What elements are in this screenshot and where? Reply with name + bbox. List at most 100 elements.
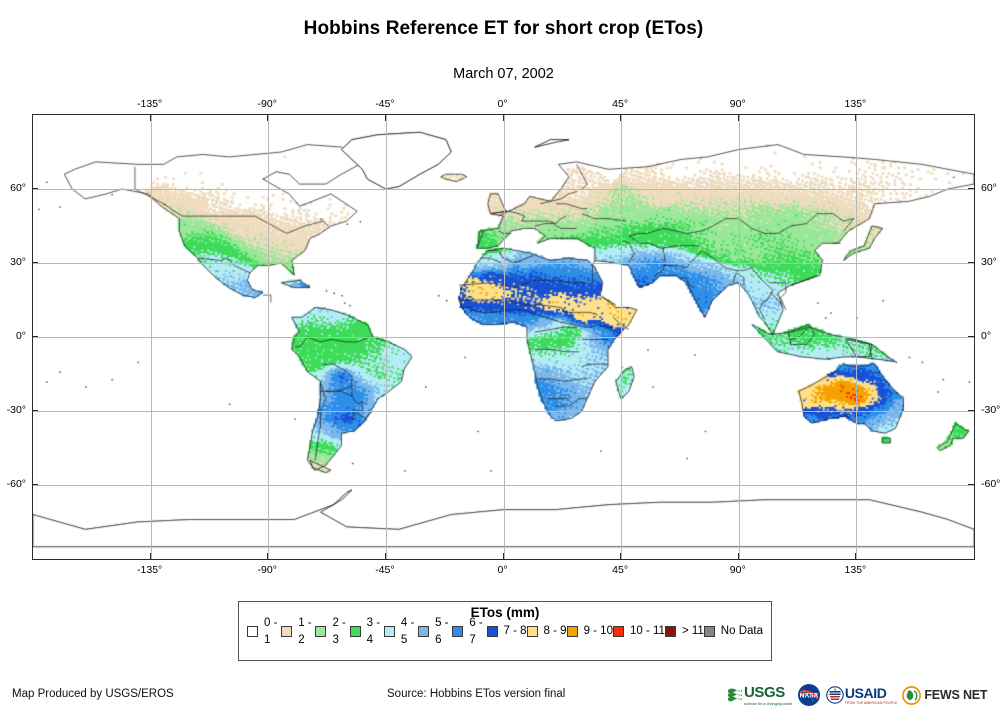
logo-bar: USGS science for a changing world NASA U… [727, 682, 988, 708]
lon-tick-top [855, 115, 857, 121]
lat-tick-left [32, 336, 38, 337]
legend-title: ETos (mm) [470, 605, 540, 620]
legend-swatch [486, 626, 498, 637]
legend-items: 0 - 1 1 - 2 2 - 3 3 - 4 4 - 5 5 - 6 6 - 7 7 - 8… [239, 617, 771, 646]
lat-label-left: 60° [10, 182, 26, 194]
legend-panel: ETos (mm) 0 - 1 1 - 2 2 - 3 3 - 4 4 - 5 5 - 6… [238, 601, 772, 661]
legend-label: 3 - 4 [366, 616, 381, 646]
legend-swatch [526, 626, 538, 637]
legend-swatch [349, 626, 361, 637]
lat-tick-right [968, 336, 974, 337]
legend-item: 5 - 6 [418, 617, 452, 646]
lon-tick-top [267, 115, 269, 121]
legend-item: 4 - 5 [383, 617, 418, 646]
fews-net-logo: FEWS NET [902, 685, 988, 705]
legend-item: 9 - 10 [566, 623, 613, 640]
legend-swatch [418, 626, 430, 637]
lon-label-bottom: 135° [844, 564, 867, 576]
usgs-logo: USGS science for a changing world [727, 684, 792, 706]
lon-label-top: 135° [844, 98, 867, 110]
lon-label-top: -135° [137, 98, 163, 110]
lon-tick-top [384, 115, 386, 121]
legend-label: 5 - 6 [435, 616, 449, 646]
legend-item: 8 - 9 [526, 623, 567, 640]
world-map-raster[interactable] [33, 115, 974, 559]
lon-label-top: -45° [375, 98, 395, 110]
legend-label: > 11 [681, 625, 704, 637]
lon-tick-top [620, 115, 622, 121]
legend-label: 2 - 3 [332, 616, 346, 646]
fews-globe-icon [902, 685, 922, 705]
lat-label-left: 0° [15, 330, 26, 342]
map-date-label: March 07, 2002 [453, 66, 554, 82]
legend-label: 8 - 9 [543, 625, 567, 637]
legend-label: 4 - 5 [400, 616, 415, 646]
legend-label: 9 - 10 [583, 625, 613, 637]
lon-label-top: 90° [729, 98, 746, 110]
legend-swatch [452, 626, 464, 637]
legend-swatch [281, 626, 293, 637]
usaid-logo: USAID FROM THE AMERICAN PEOPLE [826, 685, 897, 705]
lat-label-right: 0° [981, 330, 992, 342]
lon-tick-bottom [384, 553, 386, 559]
lon-label-bottom: -90° [257, 564, 277, 576]
lon-tick-bottom [855, 553, 857, 559]
legend-swatch [315, 626, 327, 637]
producer-credit: Map Produced by USGS/EROS [12, 688, 174, 700]
lon-tick-bottom [502, 553, 504, 559]
legend-swatch [383, 626, 395, 637]
lat-label-right: -30° [981, 404, 1001, 416]
legend-item: 6 - 7 [452, 617, 486, 646]
legend-item: No Data [703, 623, 763, 640]
legend-item: 1 - 2 [281, 617, 315, 646]
legend-swatch [703, 626, 715, 637]
lon-tick-top [149, 115, 151, 121]
legend-swatch [664, 626, 676, 637]
svg-text:NASA: NASA [800, 693, 819, 700]
usaid-seal-icon [826, 686, 844, 704]
legend-item: 7 - 8 [486, 623, 527, 640]
lat-tick-right [968, 410, 974, 411]
lon-label-bottom: -135° [137, 564, 163, 576]
legend-item: 2 - 3 [315, 617, 349, 646]
page-title: Hobbins Reference ET for short crop (ETo… [303, 18, 704, 39]
lat-tick-right [968, 262, 974, 263]
legend-label: 7 - 8 [503, 625, 527, 637]
legend-item: 3 - 4 [349, 617, 384, 646]
lat-label-right: 60° [981, 182, 997, 194]
usaid-logo-text: USAID [844, 685, 887, 701]
nasa-meatball-icon: NASA [797, 684, 820, 706]
lon-label-top: -90° [257, 98, 277, 110]
usgs-logo-text: USGS [744, 684, 785, 701]
lon-tick-bottom [737, 553, 739, 559]
usgs-wave-icon [728, 688, 742, 702]
legend-swatch [566, 626, 578, 637]
lon-label-bottom: 45° [612, 564, 629, 576]
lat-tick-right [968, 188, 974, 189]
lon-tick-bottom [149, 553, 151, 559]
legend-label: 1 - 2 [298, 616, 312, 646]
lon-label-top: 0° [497, 98, 508, 110]
lat-tick-left [32, 410, 38, 411]
usgs-logo-tagline: science for a changing world [744, 701, 792, 706]
legend-item: 10 - 11 [612, 623, 665, 640]
lon-tick-bottom [620, 553, 622, 559]
lat-label-right: -60° [981, 478, 1001, 490]
lon-label-bottom: -45° [375, 564, 395, 576]
legend-label: 10 - 11 [629, 625, 665, 637]
lat-label-left: 30° [10, 256, 26, 268]
legend-label: No Data [720, 625, 763, 637]
legend-item: 0 - 1 [247, 617, 281, 646]
lon-tick-bottom [267, 553, 269, 559]
lat-label-right: 30° [981, 256, 997, 268]
legend-swatch [612, 626, 624, 637]
source-credit: Source: Hobbins ETos version final [387, 688, 566, 700]
usaid-logo-tagline: FROM THE AMERICAN PEOPLE [844, 701, 898, 705]
lon-label-bottom: 0° [497, 564, 508, 576]
map-frame[interactable] [32, 114, 975, 560]
legend-label: 6 - 7 [469, 616, 483, 646]
lon-label-bottom: 90° [729, 564, 746, 576]
legend-label: 0 - 1 [264, 616, 278, 646]
lat-tick-right [968, 484, 974, 485]
lat-label-left: -30° [6, 404, 26, 416]
